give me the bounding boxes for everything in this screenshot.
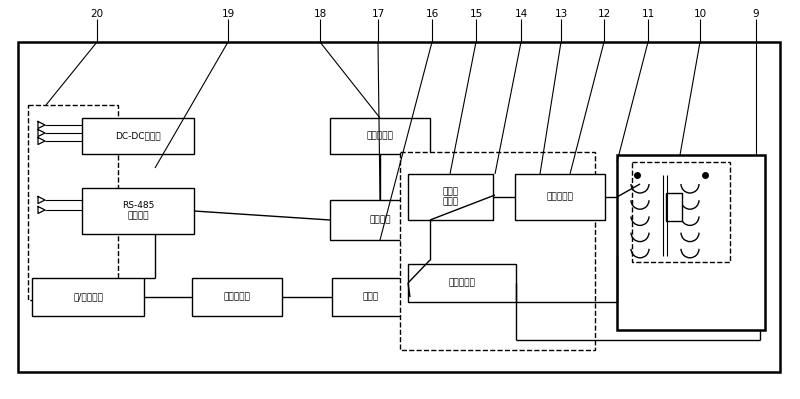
Text: 13: 13 — [554, 9, 568, 19]
Bar — [192, 278, 282, 316]
Text: 11: 11 — [642, 9, 654, 19]
Bar — [617, 155, 765, 330]
Text: DC-DC变换器: DC-DC变换器 — [115, 132, 161, 140]
Text: 15: 15 — [470, 9, 482, 19]
Text: 17: 17 — [371, 9, 385, 19]
Bar — [515, 174, 605, 220]
Text: 14: 14 — [514, 9, 528, 19]
Text: 16: 16 — [426, 9, 438, 19]
Text: 模/数转换器: 模/数转换器 — [73, 292, 103, 302]
Bar — [82, 118, 194, 154]
Text: 功率放大器: 功率放大器 — [546, 192, 574, 201]
Bar — [666, 193, 682, 221]
Text: 调零、调幅: 调零、调幅 — [223, 292, 250, 302]
Bar — [400, 152, 595, 350]
Bar — [330, 118, 430, 154]
Text: 9: 9 — [753, 9, 759, 19]
Text: 滤波器: 滤波器 — [363, 292, 379, 302]
Bar — [28, 105, 118, 300]
Bar — [32, 278, 144, 316]
Text: 液晶显示器: 液晶显示器 — [366, 132, 394, 140]
Bar — [18, 42, 780, 372]
Bar — [632, 162, 730, 262]
Text: 12: 12 — [598, 9, 610, 19]
Text: 正弦波
发生器: 正弦波 发生器 — [442, 187, 458, 207]
Text: 微控制器: 微控制器 — [370, 215, 390, 225]
Text: 20: 20 — [90, 9, 103, 19]
Text: RS-485
接口逻辑: RS-485 接口逻辑 — [122, 201, 154, 221]
Bar — [82, 188, 194, 234]
Text: 19: 19 — [222, 9, 234, 19]
Bar — [332, 278, 410, 316]
Text: 10: 10 — [694, 9, 706, 19]
Bar — [408, 174, 493, 220]
Bar — [408, 264, 516, 302]
Bar — [330, 200, 430, 240]
Text: 相敏整流器: 相敏整流器 — [449, 279, 475, 288]
Text: 18: 18 — [314, 9, 326, 19]
